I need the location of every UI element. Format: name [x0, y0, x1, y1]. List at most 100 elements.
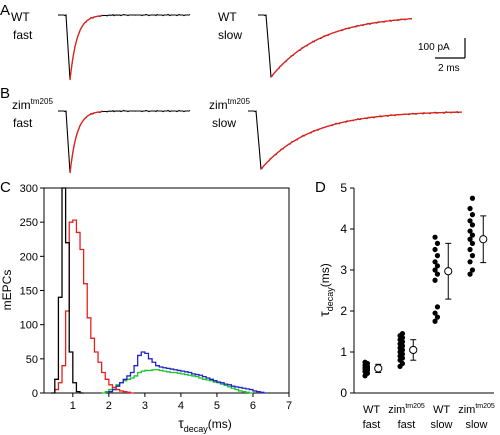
panel-letter-b: B	[0, 85, 10, 102]
histogram-series-blue	[108, 351, 268, 394]
scatter-category-label-line2: fast	[363, 419, 381, 431]
trace-label-b-fast-line1: zimtm205	[12, 97, 53, 112]
scatter-point	[467, 218, 473, 224]
trace-b-fast	[57, 109, 191, 174]
histogram-x-tick-label: 7	[286, 400, 292, 412]
scatter-point	[432, 318, 438, 324]
histogram-x-label-unit: (ms)	[208, 417, 232, 431]
scale-bar-amplitude: 100 pA	[418, 42, 450, 53]
histogram-y-tick-label: 50	[26, 354, 38, 366]
scatter-point	[469, 240, 476, 246]
histogram-x-tick-label: 2	[106, 400, 112, 412]
trace-a-slow-current	[257, 14, 412, 78]
trace-label-b-fast-base: zim	[12, 98, 31, 112]
scale-bar: 100 pA 2 ms	[418, 38, 466, 74]
panel-letter-a: A	[0, 2, 10, 19]
scatter-point	[399, 330, 406, 337]
histogram-chart: 0 50 100 150 200 250 300 1 2 3 4 5 6 7	[20, 183, 292, 412]
scatter-point	[467, 236, 473, 242]
scatter-point	[432, 310, 438, 316]
scatter-chart: 0 1 2 3 4 5 WT fast zimtm205 fast WT slow zimtm205 sl…	[340, 181, 495, 431]
scatter-point	[467, 205, 473, 212]
scatter-point	[434, 253, 441, 259]
scatter-point	[467, 271, 473, 277]
histogram-x-tick-label: 3	[142, 400, 148, 412]
trace-b-fast-current	[57, 109, 191, 174]
scatter-point	[467, 259, 473, 265]
scatter-category-label: WT	[433, 404, 450, 416]
scatter-point	[432, 234, 438, 240]
scatter-point	[469, 253, 476, 259]
histogram-y-tick-label: 250	[20, 217, 38, 229]
scatter-point	[434, 240, 441, 246]
scatter-point	[434, 314, 441, 320]
panel-letter-c: C	[0, 179, 11, 196]
histogram-x-tick-label: 5	[214, 400, 220, 412]
trace-label-b-slow-line1: zimtm205	[209, 97, 250, 112]
histogram-y-tick-label: 300	[20, 183, 38, 195]
trace-label-b-slow-base: zim	[209, 98, 228, 112]
scatter-point	[467, 228, 473, 234]
trace-b-slow-fit	[260, 111, 463, 170]
scale-bar-time: 2 ms	[438, 63, 460, 74]
scatter-point	[432, 277, 438, 283]
trace-a-fast-current	[57, 13, 191, 81]
scatter-point	[434, 263, 441, 269]
histogram-series-black	[51, 187, 84, 394]
histogram-x-tick-label: 6	[250, 400, 256, 412]
scatter-point	[469, 212, 476, 218]
panel-letter-d: D	[315, 179, 326, 196]
trace-a-slow	[257, 14, 413, 78]
scatter-y-tick-label: 2	[340, 304, 347, 318]
trace-label-b-fast-sup: tm205	[31, 97, 54, 106]
histogram-y-label: mEPCs	[0, 270, 14, 311]
trace-label-a-fast-line1: WT	[11, 10, 30, 24]
trace-a-slow-fit	[270, 18, 413, 78]
scatter-category-label: zimtm205	[458, 403, 495, 416]
scatter-category-label-line2: slow	[430, 419, 452, 431]
trace-label-b-slow-sup: tm205	[228, 97, 251, 106]
trace-label-b-fast-line2: fast	[13, 116, 33, 130]
scatter-point	[469, 267, 476, 273]
scatter-category-label-line2: fast	[398, 419, 416, 431]
scatter-point	[467, 246, 473, 253]
scatter-y-tick-label: 0	[340, 386, 347, 400]
scatter-point	[362, 359, 368, 365]
scatter-mean-marker	[374, 364, 383, 373]
scatter-category-label-line2: slow	[465, 419, 487, 431]
scatter-mean-marker	[479, 235, 488, 244]
histogram-y-tick-label: 0	[32, 388, 38, 400]
scatter-point	[432, 246, 438, 253]
scatter-point	[434, 304, 441, 310]
trace-b-slow	[247, 110, 463, 170]
trace-label-a-slow-line1: WT	[218, 10, 237, 24]
histogram-series-red	[54, 219, 135, 394]
scatter-category-label: WT	[363, 404, 380, 416]
scatter-point	[432, 267, 438, 273]
scatter-y-tick-label: 1	[340, 345, 347, 359]
trace-label-a-fast-line2: fast	[13, 28, 33, 42]
scatter-y-tick-label: 3	[340, 263, 347, 277]
histogram-x-tick-label: 1	[70, 400, 76, 412]
trace-b-fast-fit	[69, 110, 103, 174]
scatter-point	[469, 222, 476, 228]
scatter-y-label-symbol: τ	[316, 311, 332, 317]
scatter-point	[469, 195, 476, 201]
scatter-category-label: zimtm205	[388, 403, 425, 416]
trace-a-fast	[57, 13, 191, 81]
histogram-y-tick-label: 100	[20, 320, 38, 332]
trace-label-b-slow-line2: slow	[212, 116, 236, 130]
scatter-y-label: τdecay(ms)	[316, 263, 335, 317]
histogram-frame	[43, 187, 290, 394]
scatter-y-tick-label: 4	[340, 222, 347, 236]
scatter-point	[434, 271, 441, 277]
scatter-y-label-sub: decay	[325, 287, 335, 312]
scatter-point	[432, 259, 438, 265]
trace-label-a-slow-line2: slow	[218, 28, 242, 42]
histogram-y-tick-label: 150	[20, 286, 38, 298]
histogram-x-label: τdecay(ms)	[178, 415, 232, 434]
histogram-x-label-symbol: τ	[178, 415, 184, 431]
scatter-y-label-unit: (ms)	[318, 263, 332, 287]
scatter-point	[469, 232, 476, 238]
